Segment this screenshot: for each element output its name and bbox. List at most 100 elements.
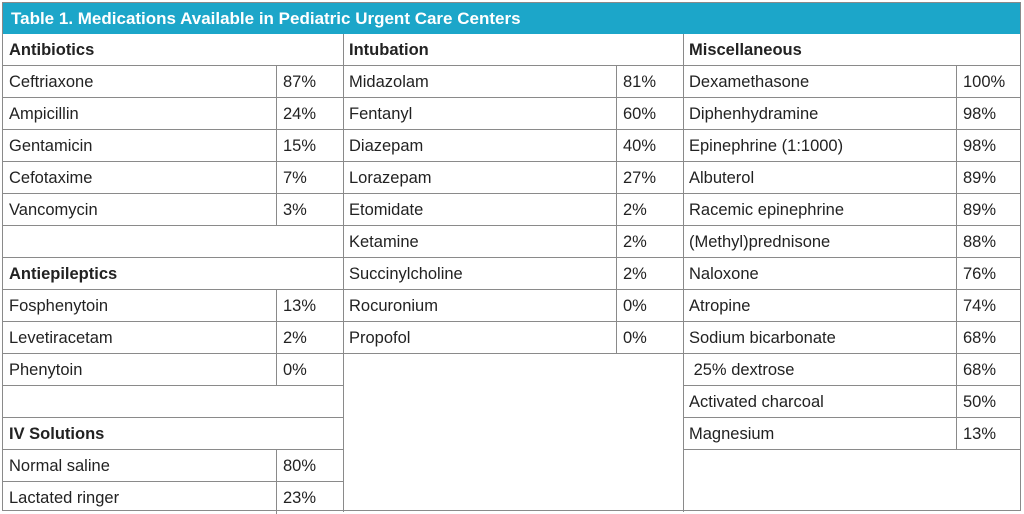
medication-name: Gentamicin [9, 137, 93, 155]
table-row: Midazolam 81% [343, 66, 683, 98]
table-row: Ceftriaxone 87% [3, 66, 343, 98]
column-divider [683, 34, 684, 512]
availability-percent: 68% [956, 354, 1020, 386]
medication-name: Epinephrine (1:1000) [689, 137, 844, 155]
medication-name: Vancomycin [9, 201, 98, 219]
availability-percent: 15% [276, 130, 343, 162]
empty-row [3, 386, 343, 418]
availability-percent: 0% [616, 290, 683, 322]
medication-name: Atropine [689, 297, 751, 315]
medication-name: Rocuronium [349, 297, 438, 315]
availability-percent: 81% [616, 66, 683, 98]
table-row: Fosphenytoin 13% [3, 290, 343, 322]
table-row: Diazepam 40% [343, 130, 683, 162]
medication-name: Phenytoin [9, 361, 83, 379]
section-heading: Antibiotics [9, 41, 95, 59]
availability-percent: 50% [956, 386, 1020, 418]
medication-name: Magnesium [689, 425, 775, 443]
availability-percent: 74% [956, 290, 1020, 322]
medication-name: Midazolam [349, 73, 429, 91]
availability-percent: 2% [616, 226, 683, 258]
medication-name: 25% dextrose [689, 361, 795, 379]
medication-name: Ceftriaxone [9, 73, 94, 91]
medication-name: Diphenhydramine [689, 105, 819, 123]
section-heading: Antiepileptics [9, 265, 118, 283]
availability-percent: 40% [616, 130, 683, 162]
medication-name: Lorazepam [349, 169, 432, 187]
section-heading-row: Intubation [343, 34, 683, 66]
medication-name: Etomidate [349, 201, 424, 219]
availability-percent: 2% [616, 258, 683, 290]
table-row: Activated charcoal 50% [683, 386, 1020, 418]
medication-name: Ampicillin [9, 105, 79, 123]
availability-percent: 27% [616, 162, 683, 194]
table-row: Levetiracetam 2% [3, 322, 343, 354]
availability-percent: 0% [276, 354, 343, 386]
medication-name: Normal saline [9, 457, 110, 475]
table-row: Propofol 0% [343, 322, 683, 354]
availability-percent: 3% [276, 194, 343, 226]
availability-percent: 7% [276, 162, 343, 194]
availability-percent: 68% [956, 322, 1020, 354]
table-row: Racemic epinephrine 89% [683, 194, 1020, 226]
availability-percent: 88% [956, 226, 1020, 258]
availability-percent: 80% [276, 450, 343, 482]
table-row: Phenytoin 0% [3, 354, 343, 386]
table-row: Dexamethasone 100% [683, 66, 1020, 98]
medication-name: Diazepam [349, 137, 424, 155]
medication-name: Naloxone [689, 265, 759, 283]
medication-name: (Methyl)prednisone [689, 233, 831, 251]
availability-percent: 23% [276, 482, 343, 514]
section-heading-row: Antiepileptics [3, 258, 343, 290]
medication-name: Racemic epinephrine [689, 201, 845, 219]
table-row: Epinephrine (1:1000) 98% [683, 130, 1020, 162]
section-heading-row: Antibiotics [3, 34, 343, 66]
table-row: Rocuronium 0% [343, 290, 683, 322]
medication-name: Lactated ringer [9, 489, 120, 507]
medication-name: Cefotaxime [9, 169, 93, 187]
table-row: Etomidate 2% [343, 194, 683, 226]
table-row: Cefotaxime 7% [3, 162, 343, 194]
availability-percent: 76% [956, 258, 1020, 290]
medication-name: Dexamethasone [689, 73, 810, 91]
availability-percent: 13% [956, 418, 1020, 450]
table-row: Normal saline 80% [3, 450, 343, 482]
table-row: Albuterol 89% [683, 162, 1020, 194]
availability-percent: 100% [956, 66, 1020, 98]
availability-percent: 87% [276, 66, 343, 98]
table-row: Succinylcholine 2% [343, 258, 683, 290]
medication-name: Sodium bicarbonate [689, 329, 836, 347]
table-title: Table 1. Medications Available in Pediat… [3, 3, 1020, 34]
medication-name: Fentanyl [349, 105, 413, 123]
table-row: Atropine 74% [683, 290, 1020, 322]
table-row: (Methyl)prednisone 88% [683, 226, 1020, 258]
availability-percent: 98% [956, 130, 1020, 162]
availability-percent: 89% [956, 162, 1020, 194]
table-row: Lorazepam 27% [343, 162, 683, 194]
table-row: Vancomycin 3% [3, 194, 343, 226]
section-heading: IV Solutions [9, 425, 105, 443]
section-heading-row: IV Solutions [3, 418, 343, 450]
medication-name: Albuterol [689, 169, 755, 187]
table-row: Diphenhydramine 98% [683, 98, 1020, 130]
medication-name: Fosphenytoin [9, 297, 109, 315]
table-row: Gentamicin 15% [3, 130, 343, 162]
table-row: Sodium bicarbonate 68% [683, 322, 1020, 354]
availability-percent: 13% [276, 290, 343, 322]
column-divider [343, 34, 344, 512]
medication-name: Activated charcoal [689, 393, 824, 411]
medication-name: Succinylcholine [349, 265, 463, 283]
medication-name: Propofol [349, 329, 411, 347]
table-row: Ampicillin 24% [3, 98, 343, 130]
medication-name: Levetiracetam [9, 329, 113, 347]
availability-percent: 0% [616, 322, 683, 354]
medication-name: Ketamine [349, 233, 419, 251]
table-row: 25% dextrose 68% [683, 354, 1020, 386]
availability-percent: 2% [616, 194, 683, 226]
section-heading: Miscellaneous [689, 41, 802, 59]
table-row: Lactated ringer 23% [3, 482, 343, 514]
availability-percent: 89% [956, 194, 1020, 226]
section-heading-row: Miscellaneous [683, 34, 1020, 66]
table-row: Naloxone 76% [683, 258, 1020, 290]
